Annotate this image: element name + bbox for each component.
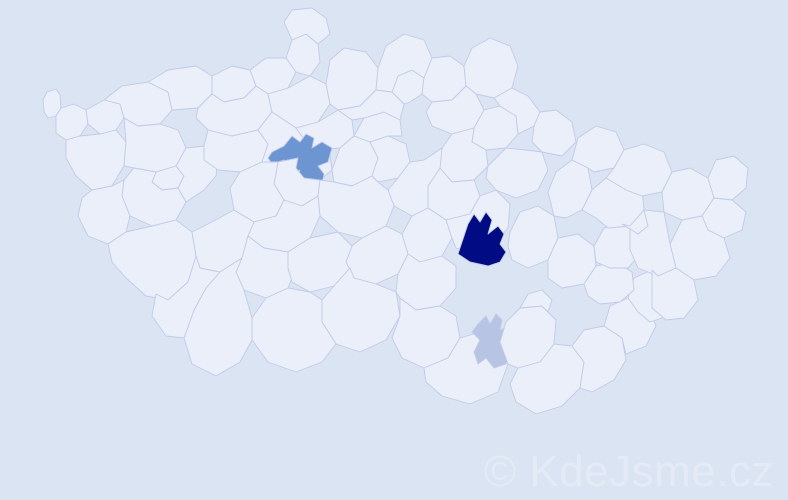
district-sokolov[interactable] <box>86 100 124 134</box>
district-prachatice[interactable] <box>152 256 220 338</box>
district-highlighted-high[interactable] <box>458 212 506 266</box>
district-karlovy-vary[interactable] <box>104 82 172 126</box>
district-usti-nad-orlici[interactable] <box>486 148 548 198</box>
district-hodonin[interactable] <box>572 326 626 392</box>
district-decin[interactable] <box>284 8 330 44</box>
district-brno-venkov[interactable] <box>500 306 556 368</box>
district-prerov[interactable] <box>622 210 648 234</box>
district-rychnov[interactable] <box>532 110 576 156</box>
district-vsetin[interactable] <box>652 268 698 320</box>
district-jihlava[interactable] <box>396 254 456 310</box>
district-cheb[interactable] <box>56 104 88 140</box>
district-brno-mesto[interactable] <box>520 290 552 312</box>
district-tachov[interactable] <box>66 130 126 190</box>
district-layer <box>43 8 748 414</box>
district-karvina[interactable] <box>708 156 748 200</box>
